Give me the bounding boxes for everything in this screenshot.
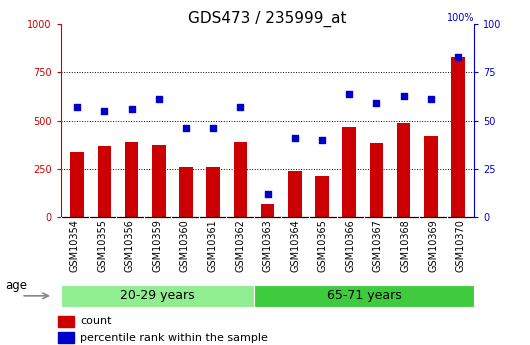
Text: count: count	[80, 316, 111, 326]
Text: GSM10370: GSM10370	[456, 219, 465, 272]
Bar	[152, 145, 166, 217]
Text: GDS473 / 235999_at: GDS473 / 235999_at	[188, 10, 347, 27]
Text: GSM10359: GSM10359	[153, 219, 162, 272]
Point	[400, 93, 408, 98]
Bar	[397, 123, 410, 217]
Bar	[369, 143, 383, 217]
Point	[182, 126, 190, 131]
Text: GSM10362: GSM10362	[235, 219, 245, 272]
Text: GSM10356: GSM10356	[125, 219, 135, 272]
Text: GSM10354: GSM10354	[70, 219, 80, 272]
Bar	[254, 285, 474, 307]
Bar	[261, 204, 275, 217]
Bar	[179, 167, 193, 217]
Point	[100, 108, 109, 114]
Bar	[342, 127, 356, 217]
Text: 65-71 years: 65-71 years	[326, 289, 402, 302]
Text: GSM10366: GSM10366	[346, 219, 355, 272]
Point	[318, 137, 326, 143]
Text: GSM10369: GSM10369	[428, 219, 438, 272]
Point	[454, 54, 462, 60]
Point	[263, 191, 272, 197]
Point	[127, 106, 136, 112]
Bar	[288, 171, 302, 217]
Text: 100%: 100%	[447, 13, 474, 23]
Text: GSM10355: GSM10355	[98, 219, 107, 272]
Bar	[234, 142, 248, 217]
Bar	[58, 332, 74, 343]
Text: GSM10367: GSM10367	[373, 219, 383, 272]
Text: GSM10360: GSM10360	[180, 219, 190, 272]
Bar	[125, 142, 138, 217]
Text: GSM10361: GSM10361	[208, 219, 217, 272]
Bar	[451, 57, 465, 217]
Bar	[315, 176, 329, 217]
Text: 20-29 years: 20-29 years	[120, 289, 195, 302]
Point	[73, 105, 82, 110]
Text: GSM10364: GSM10364	[290, 219, 300, 272]
Point	[372, 101, 381, 106]
Bar	[58, 316, 74, 327]
Point	[236, 105, 245, 110]
Bar	[70, 152, 84, 217]
Bar	[424, 136, 438, 217]
Text: age: age	[5, 279, 28, 292]
Point	[209, 126, 217, 131]
Point	[345, 91, 354, 97]
Text: GSM10365: GSM10365	[318, 219, 328, 272]
Bar	[98, 146, 111, 217]
Point	[290, 135, 299, 141]
Point	[155, 97, 163, 102]
Text: GSM10368: GSM10368	[401, 219, 410, 272]
Bar	[207, 167, 220, 217]
Text: percentile rank within the sample: percentile rank within the sample	[80, 333, 268, 343]
Text: GSM10363: GSM10363	[263, 219, 272, 272]
Bar	[61, 285, 254, 307]
Point	[427, 97, 435, 102]
